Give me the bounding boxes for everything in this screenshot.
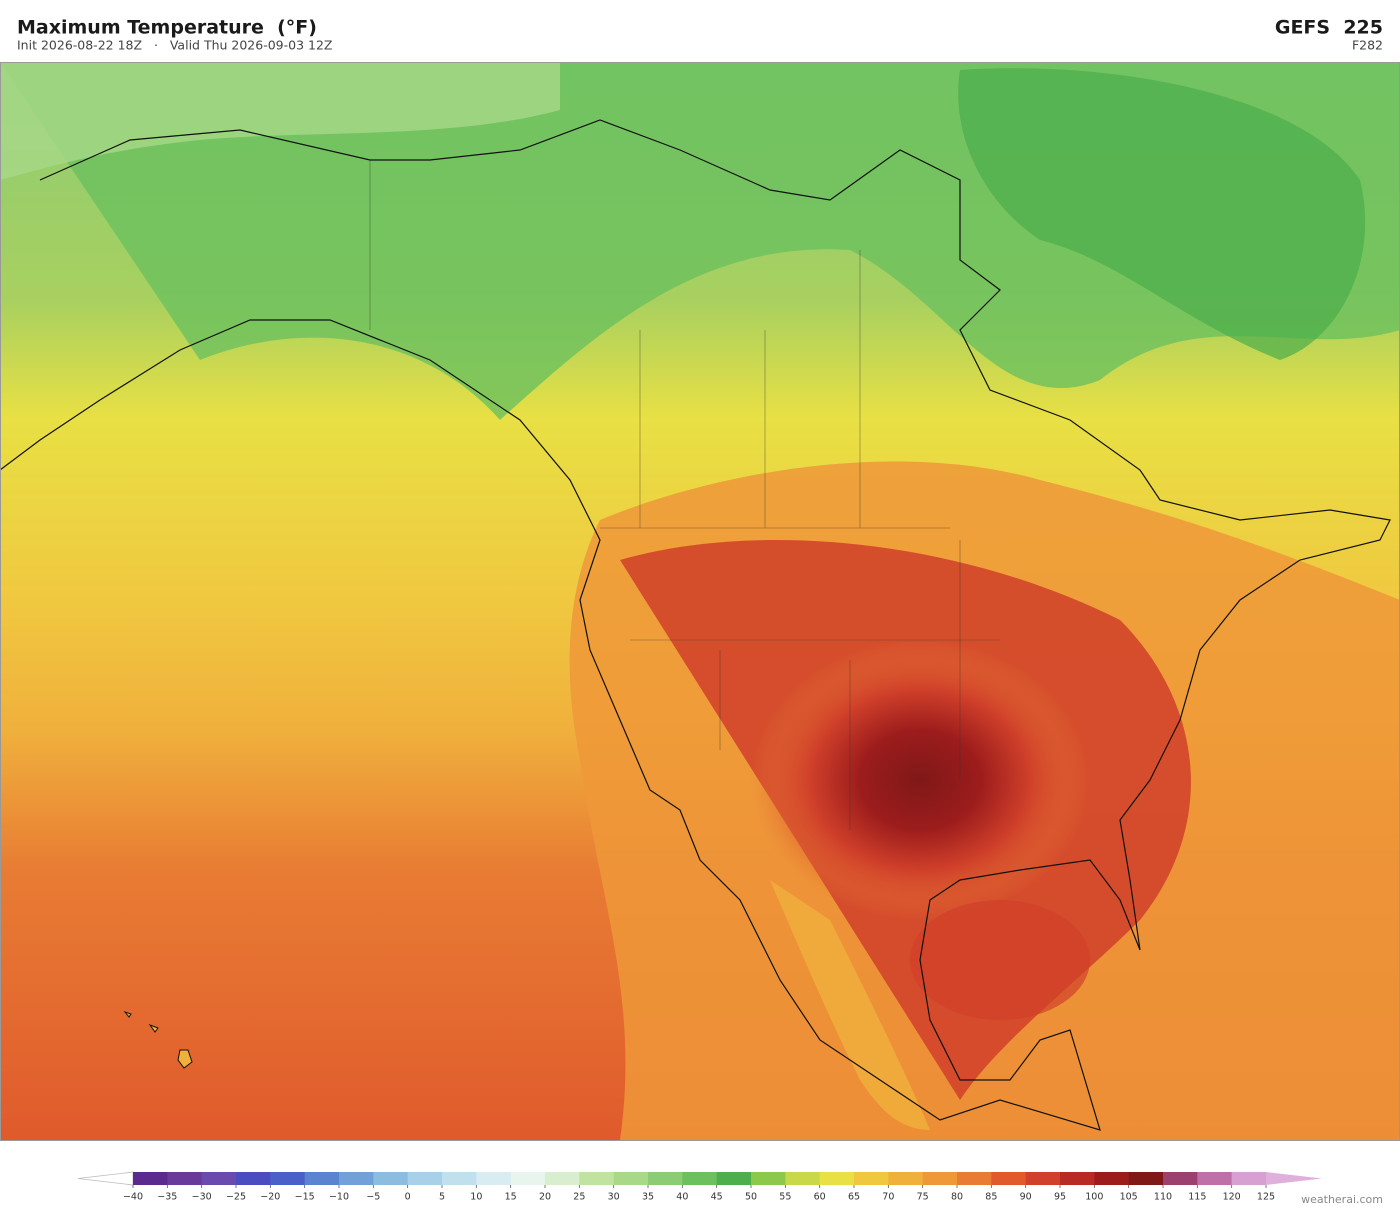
- colorbar-segment: [957, 1172, 992, 1185]
- colorbar-segment: [545, 1172, 580, 1185]
- colorbar-segment: [1231, 1172, 1267, 1185]
- mexico-highlands: [770, 880, 930, 1130]
- colorbar-tick-label: 100: [1085, 1192, 1103, 1203]
- colorbar-tick-label: −20: [260, 1192, 280, 1203]
- colorbar-tick-label: 5: [439, 1192, 445, 1203]
- colorbar-tick-label: 120: [1223, 1192, 1241, 1203]
- colorbar-tick-label: 125: [1257, 1192, 1275, 1203]
- model-label: GEFS 225: [1275, 17, 1383, 39]
- colorbar-segment: [133, 1172, 168, 1185]
- colorbar-tick-label: 25: [573, 1192, 585, 1203]
- colorbar-segment: [991, 1172, 1027, 1185]
- colorbar-segment: [1094, 1172, 1130, 1185]
- colorbar-tick-label: −30: [192, 1192, 212, 1203]
- colorbar-tick-label: 115: [1188, 1192, 1206, 1203]
- colorbar-under: [77, 1171, 134, 1186]
- gulf: [910, 900, 1090, 1020]
- colorbar-tick-label: 10: [470, 1192, 482, 1203]
- colorbar-segment: [339, 1172, 374, 1185]
- colorbar-segment: [304, 1172, 340, 1185]
- subtitle: Init 2026-08-22 18Z · Valid Thu 2026-09-…: [17, 38, 333, 53]
- colorbar-tick-label: 50: [745, 1192, 757, 1203]
- colorbar-segment: [442, 1172, 477, 1185]
- colorbar-segment: [1025, 1172, 1061, 1185]
- colorbar-segment: [270, 1172, 306, 1185]
- colorbar-tick-label: 15: [505, 1192, 517, 1203]
- colorbar-segment: [236, 1172, 271, 1185]
- colorbar-segment: [785, 1172, 821, 1185]
- colorbar-segment: [648, 1172, 683, 1185]
- colorbar-tick-label: −40: [123, 1192, 143, 1203]
- watermark: weatherai.com: [1301, 1193, 1383, 1206]
- colorbar-tick-label: −25: [226, 1192, 246, 1203]
- colorbar-tick-label: 40: [676, 1192, 688, 1203]
- borders: [369, 160, 1000, 830]
- colorbar-tick-label: 60: [814, 1192, 826, 1203]
- colorbar-tick-label: 45: [711, 1192, 723, 1203]
- colorbar-tick-label: 110: [1154, 1192, 1172, 1203]
- colorbar-tick-label: −5: [366, 1192, 380, 1203]
- colorbar-segment: [888, 1172, 924, 1185]
- forecast-hour: F282: [1352, 38, 1383, 53]
- colorbar-segment: [751, 1172, 786, 1185]
- colorbar-tick-label: 80: [951, 1192, 963, 1203]
- colorbar-tick-label: 30: [608, 1192, 620, 1203]
- colorbar-segment: [819, 1172, 855, 1185]
- colorbar-over: [1266, 1172, 1322, 1185]
- colorbar-segment: [1197, 1172, 1233, 1185]
- title: Maximum Temperature (°F): [17, 17, 317, 39]
- colorbar-segment: [373, 1172, 409, 1185]
- colorbar-tick-label: 0: [405, 1192, 411, 1203]
- colorbar-segment: [476, 1172, 512, 1185]
- colorbar-tick-label: 35: [642, 1192, 654, 1203]
- map: [0, 62, 1400, 1140]
- colorbar-segment: [682, 1172, 718, 1185]
- colorbar-tick-label: −15: [295, 1192, 315, 1203]
- colorbar-segment: [613, 1172, 649, 1185]
- colorbar-segment: [579, 1172, 615, 1185]
- colorbar-tick-label: 90: [1020, 1192, 1032, 1203]
- colorbar-segment: [1060, 1172, 1095, 1185]
- colorbar-segment: [510, 1172, 546, 1185]
- cool-region: [958, 68, 1366, 360]
- colorbar-tick-label: −10: [329, 1192, 349, 1203]
- colorbar-segment: [167, 1172, 203, 1185]
- colorbar-tick-label: 75: [917, 1192, 929, 1203]
- colorbar-tick-label: 20: [539, 1192, 551, 1203]
- colorbar-tick-label: 65: [848, 1192, 860, 1203]
- colorbar-segment: [407, 1172, 443, 1185]
- colorbar-segment: [1163, 1172, 1198, 1185]
- colorbar-tick-label: 85: [985, 1192, 997, 1203]
- coastline: [0, 119, 1391, 1131]
- colorbar-tick-label: 55: [779, 1192, 791, 1203]
- colorbar-segment: [1128, 1172, 1164, 1185]
- hawaii: [123, 1010, 193, 1069]
- colorbar-segment: [922, 1172, 958, 1185]
- colorbar-tick-label: 105: [1120, 1192, 1138, 1203]
- colorbar-segment: [716, 1172, 752, 1185]
- colorbar-tick-label: −35: [157, 1192, 177, 1203]
- colorbar-segment: [854, 1172, 889, 1185]
- colorbar-tick-label: 95: [1054, 1192, 1066, 1203]
- cool-region: [0, 62, 560, 180]
- colorbar-tick-label: 70: [882, 1192, 894, 1203]
- colorbar: −40 −35 −30 −25 −20 −15 −10 −5 0 5 10 15 20 25 30 35 40 4…: [77, 1171, 1322, 1203]
- colorbar-segment: [201, 1172, 237, 1185]
- hot-core: [750, 640, 1090, 920]
